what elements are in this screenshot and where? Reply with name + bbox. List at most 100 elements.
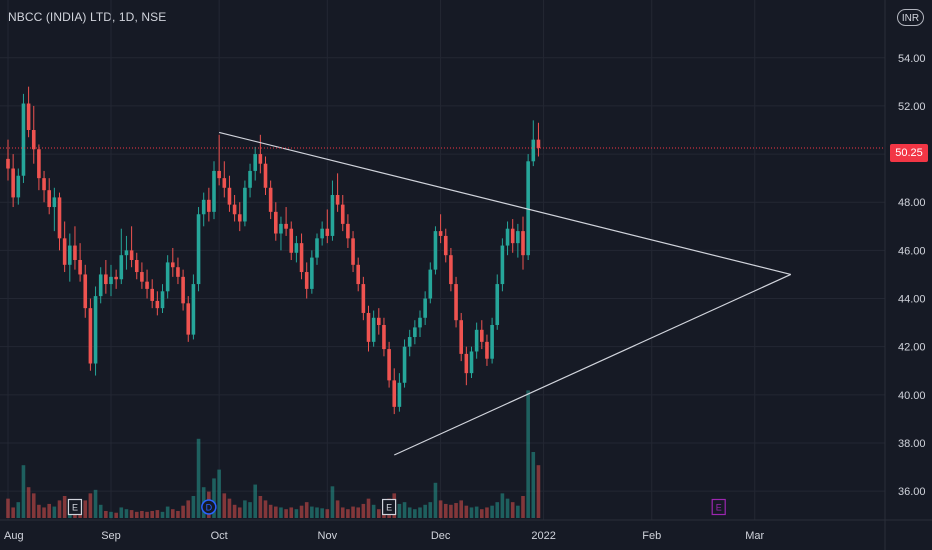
support-trendline [394,273,792,456]
volume-bar [459,500,463,518]
candle-body [510,228,515,244]
price-tick-label: 48.00 [898,197,926,209]
volume-bar [258,496,263,518]
volume-bar [26,487,31,518]
volume-bars [6,390,541,518]
volume-bar [181,505,185,518]
price-tick-label: 36.00 [898,486,926,498]
chart-title: NBCC (INDIA) LTD, 1D, NSE [8,10,167,24]
candle-body [253,154,257,171]
candle-body [459,320,463,354]
candle-body [26,103,31,130]
candle-body [258,154,263,164]
candle-body [98,274,103,297]
volume-bar [294,509,299,518]
candle-body [531,139,536,162]
earnings-marker-icon [711,498,726,516]
volume-bar [284,509,288,518]
candle-body [93,296,98,364]
candle-body [150,288,154,301]
candle-body [109,276,113,285]
time-tick-label: Oct [211,530,228,542]
candle-body [433,231,438,270]
candle-body [212,170,216,212]
price-tick-label: 54.00 [898,53,926,65]
candlesticks [6,86,541,415]
volume-bar [155,510,160,518]
candle-body [284,223,288,229]
candle-body [299,243,304,273]
volume-bar [510,502,515,518]
candle-body [536,139,541,149]
time-tick-label: 2022 [531,530,555,542]
candle-body [516,231,520,244]
earnings-marker-label: E [716,503,722,513]
volume-bar [31,493,36,518]
volume-bar [93,489,98,518]
volume-bar [438,500,443,518]
candle-body [407,337,412,347]
candle-body [485,341,489,359]
candle-body [201,199,206,215]
candle-body [371,317,376,342]
candle-body [243,187,247,222]
candle-body [521,231,525,256]
volume-bar [140,510,144,518]
candle-body [490,325,494,359]
candle-body [505,228,510,246]
volume-bar [418,507,422,518]
time-tick-label: Nov [318,530,338,542]
candle-body [165,262,170,292]
candle-body [480,329,484,342]
candle-body [387,349,391,381]
time-tick-label: Aug [4,530,24,542]
time-tick-label: Sep [101,530,121,542]
volume-bar [346,509,350,518]
candle-body [320,228,324,239]
candle-body [57,197,62,239]
candle-body [104,274,108,285]
candle-body [31,130,36,150]
volume-bar [397,503,402,518]
volume-bar [150,510,154,518]
volume-bar [237,507,242,518]
volume-bar [88,493,93,518]
candle-body [6,158,10,169]
volume-bar [217,469,221,518]
resistance-trendline [219,131,791,276]
volume-bar [145,511,149,518]
candle-body [47,190,51,208]
candle-body [140,272,144,282]
volume-bar [196,438,201,518]
volume-bar [21,465,26,518]
candle-body [340,204,345,224]
volume-bar [42,507,46,518]
candle-body [443,235,448,256]
candle-body [52,197,57,208]
currency-badge[interactable]: INR [897,9,924,26]
candle-body [335,195,340,205]
earnings-marker-icon [67,498,83,516]
volume-bar [57,500,62,518]
candle-body [268,187,273,212]
volume-bar [371,504,376,518]
last-price-tag: 50.25 [890,144,928,162]
volume-bar [279,507,283,518]
candle-body [176,267,180,277]
volume-bar [104,510,108,518]
volume-bar [454,503,458,518]
volume-bar [340,507,345,518]
candle-body [227,187,232,205]
candle-body [382,325,386,350]
volume-bar [335,500,340,518]
volume-bar [413,509,417,518]
candle-body [438,231,443,236]
volume-bar [366,498,371,518]
volume-bar [109,511,113,518]
candle-body [181,276,185,304]
volume-bar [526,390,530,518]
candle-body [62,238,67,265]
earnings-marker-label: E [386,503,392,513]
